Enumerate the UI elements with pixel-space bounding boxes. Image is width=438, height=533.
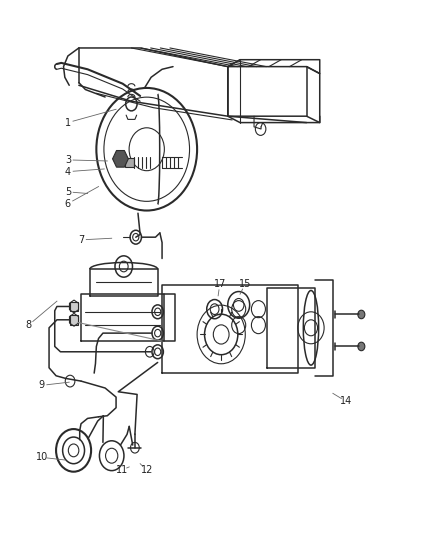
Text: 17: 17: [214, 279, 226, 288]
FancyBboxPatch shape: [125, 158, 134, 167]
Text: 1: 1: [65, 118, 71, 127]
Text: 14: 14: [340, 397, 352, 406]
FancyBboxPatch shape: [70, 302, 78, 311]
Text: 3: 3: [65, 155, 71, 165]
Text: 11: 11: [116, 465, 128, 475]
Text: 4: 4: [65, 167, 71, 176]
Text: 8: 8: [25, 320, 32, 330]
Circle shape: [358, 342, 365, 351]
Text: 15: 15: [239, 279, 251, 288]
Text: 5: 5: [65, 187, 71, 197]
Text: 7: 7: [78, 235, 84, 245]
Text: 6: 6: [65, 199, 71, 208]
FancyBboxPatch shape: [70, 315, 78, 325]
Text: 12: 12: [141, 465, 153, 475]
Text: 10: 10: [35, 453, 48, 462]
Circle shape: [358, 310, 365, 319]
Text: 9: 9: [39, 381, 45, 390]
